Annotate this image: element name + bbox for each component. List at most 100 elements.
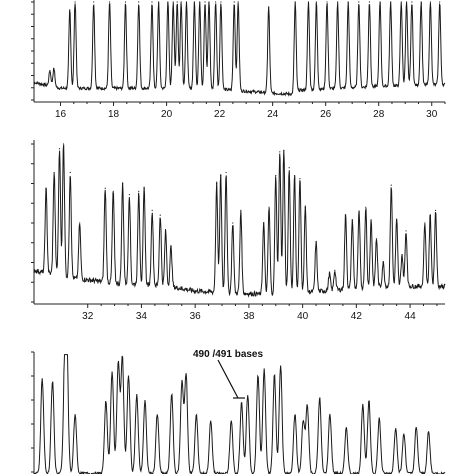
- peak-marker: [328, 272, 331, 275]
- peak-marker: [307, 1, 310, 3]
- peak-marker: [69, 9, 71, 11]
- peak-marker: [337, 1, 339, 3]
- x-tick-label: 18: [108, 109, 120, 120]
- peak-marker: [237, 1, 239, 3]
- peak-marker: [216, 182, 218, 185]
- peak-marker: [390, 1, 392, 3]
- trace-line: [33, 1, 446, 97]
- peak-marker: [220, 1, 222, 3]
- trace-line: [33, 354, 446, 474]
- peak-marker: [382, 261, 384, 264]
- peak-marker: [268, 6, 270, 8]
- peak-marker: [176, 1, 178, 3]
- x-tick-label: 34: [136, 311, 148, 322]
- x-tick-label: 22: [214, 109, 226, 120]
- x-tick-label: 28: [373, 109, 385, 120]
- peak-marker: [93, 1, 95, 3]
- peak-marker: [165, 230, 167, 232]
- chromatogram-panel-1: 16 18 20 22 24 26 28 30: [31, 0, 446, 120]
- peak-marker: [159, 214, 161, 216]
- x-tick-label: 30: [426, 109, 438, 120]
- x-tick-label: 26: [320, 109, 332, 120]
- peak-marker: [208, 1, 210, 3]
- peak-marker: [108, 1, 111, 3]
- peak-marker: [220, 175, 222, 177]
- peak-marker: [304, 206, 306, 208]
- trace-line: [33, 144, 446, 298]
- peak-marker: [288, 167, 290, 169]
- peak-marker: [326, 1, 328, 3]
- peak-marker: [365, 206, 367, 208]
- peak-marker: [400, 1, 402, 3]
- peak-marker: [279, 151, 281, 153]
- x-tick-label: 38: [243, 311, 255, 322]
- x-tick-label: 40: [297, 311, 309, 322]
- x-tick-label: 24: [267, 109, 279, 120]
- peak-marker: [240, 209, 242, 211]
- peak-marker: [315, 241, 317, 243]
- peak-marker: [172, 1, 174, 3]
- peak-marker: [429, 1, 432, 3]
- peak-marker: [358, 1, 360, 3]
- peak-marker: [180, 1, 182, 3]
- peak-marker: [299, 178, 301, 180]
- peak-marker: [405, 1, 408, 3]
- x-tick-label: 36: [190, 311, 202, 322]
- x-tick-label: 20: [161, 109, 173, 120]
- peak-marker: [143, 187, 145, 189]
- peak-marker: [368, 1, 371, 3]
- peak-marker: [53, 68, 55, 70]
- peak-marker: [215, 1, 217, 3]
- peak-marker: [225, 171, 227, 174]
- peak-marker: [439, 1, 441, 3]
- x-tick-label: 42: [351, 311, 363, 322]
- peak-marker: [151, 1, 153, 3]
- peak-marker: [294, 1, 296, 3]
- peak-marker: [69, 171, 71, 174]
- peak-marker: [401, 254, 403, 256]
- peak-marker: [167, 1, 169, 3]
- peak-marker: [358, 211, 360, 213]
- peak-marker: [434, 209, 437, 211]
- peak-marker: [411, 1, 413, 3]
- peak-marker: [351, 219, 353, 221]
- annotation-pointer-line: [217, 359, 239, 399]
- peak-marker: [185, 1, 188, 3]
- peak-marker: [424, 222, 426, 224]
- peak-marker: [74, 1, 76, 3]
- peak-marker: [429, 214, 431, 216]
- peak-marker: [138, 190, 140, 192]
- peak-marker: [204, 1, 206, 3]
- peak-marker: [112, 190, 114, 192]
- peak-marker: [375, 238, 378, 240]
- peak-marker: [347, 1, 349, 3]
- peak-marker: [268, 206, 270, 208]
- peak-marker: [390, 184, 392, 186]
- x-tick-label: 44: [405, 311, 417, 322]
- peak-marker: [315, 1, 317, 3]
- peak-marker: [79, 222, 81, 224]
- peak-marker: [170, 246, 172, 248]
- peak-marker: [275, 175, 277, 177]
- peak-marker: [128, 193, 130, 196]
- peak-marker: [405, 230, 407, 232]
- peak-marker: [370, 219, 372, 221]
- peak-marker: [124, 1, 127, 3]
- annotation-label: 490 /491 bases: [193, 349, 263, 360]
- peak-marker: [122, 182, 124, 185]
- peak-marker: [62, 143, 65, 145]
- peak-marker: [345, 214, 347, 216]
- peak-marker: [283, 149, 285, 151]
- peak-marker: [193, 1, 196, 3]
- chromatogram-panel-3: [31, 351, 446, 474]
- peak-marker: [158, 1, 160, 3]
- peak-marker: [45, 187, 47, 189]
- peak-marker: [396, 219, 398, 221]
- peak-marker: [151, 209, 153, 211]
- peak-marker: [232, 222, 234, 224]
- peak-marker: [49, 70, 51, 72]
- x-tick-label: 16: [55, 109, 67, 120]
- peak-marker: [334, 269, 336, 271]
- x-tick-label: 32: [82, 311, 94, 322]
